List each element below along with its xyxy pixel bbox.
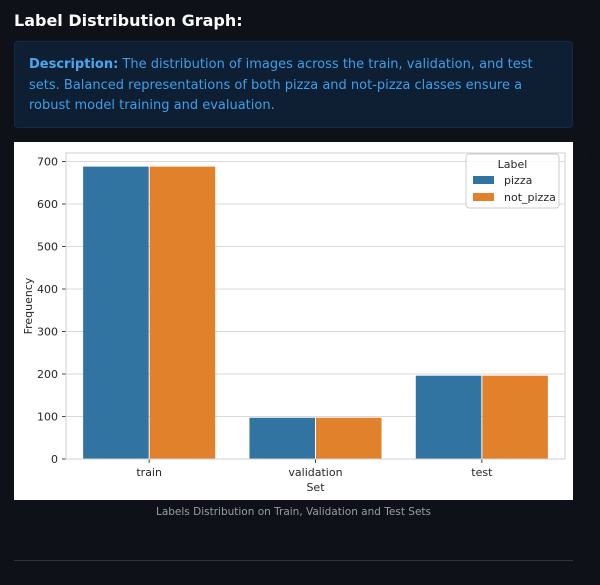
legend-swatch-not_pizza: [473, 193, 494, 201]
y-tick-label: 500: [37, 241, 58, 254]
label-distribution-chart: 0 100 200 300 400 500 600 700 train validation tes…: [14, 142, 573, 500]
y-tick-label: 200: [37, 368, 58, 381]
x-tick-label: validation: [288, 466, 342, 479]
bar-not_pizza-validation: [316, 417, 382, 459]
bar-not_pizza-test: [482, 375, 548, 459]
y-tick-label: 100: [37, 411, 58, 424]
description-label: Description:: [29, 57, 119, 72]
description-info-box: Description: The distribution of images …: [14, 41, 573, 128]
page-title: Label Distribution Graph:: [14, 11, 243, 30]
y-tick-label: 600: [37, 198, 58, 211]
section-divider: [14, 560, 573, 561]
legend-entry-not_pizza: not_pizza: [504, 191, 556, 204]
bar-pizza-validation: [249, 417, 315, 459]
legend-entry-pizza: pizza: [504, 174, 532, 187]
plot-frame: [65, 152, 566, 460]
bar-pizza-train: [83, 166, 149, 459]
y-tick-label: 300: [37, 326, 58, 339]
chart-svg: 0 100 200 300 400 500 600 700 train validation tes…: [22, 152, 566, 494]
chart-caption: Labels Distribution on Train, Validation…: [155, 506, 432, 518]
legend-title: Label: [498, 158, 528, 171]
menu-dots-icon[interactable]: ⋮: [582, 149, 590, 158]
y-tick-label: 0: [51, 453, 58, 466]
legend-swatch-pizza: [473, 176, 494, 184]
y-tick-label: 700: [37, 156, 58, 169]
bar-pizza-test: [415, 375, 482, 459]
x-axis-label: Set: [306, 481, 325, 494]
y-tick-label: 400: [37, 283, 58, 296]
chart-legend: Label pizza not_pizza: [465, 153, 560, 209]
description-text: The distribution of images across the tr…: [29, 57, 533, 113]
y-axis-label: Frequency: [22, 277, 35, 334]
x-tick-label: test: [471, 466, 493, 479]
x-tick-label: train: [136, 466, 162, 479]
bar-not_pizza-train: [149, 166, 216, 459]
